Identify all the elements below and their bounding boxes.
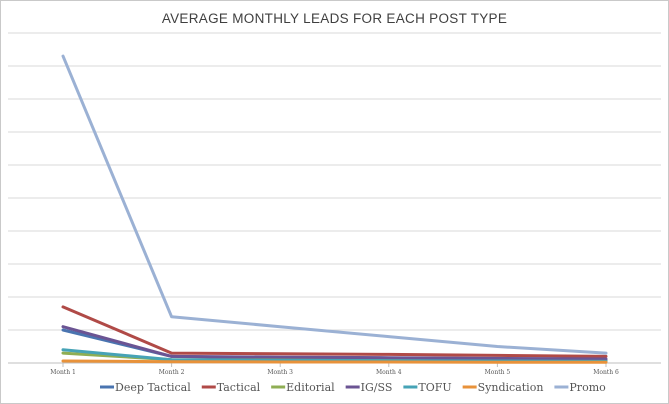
x-axis-ticks: Month 1 Month 2 Month 3 Month 4 Month 5 Month…: [50, 363, 619, 376]
series-line-syndication: [61, 359, 608, 364]
x-tick-label: Month 2: [159, 369, 185, 376]
gridlines: [8, 32, 661, 364]
legend-label-promo: Promo: [569, 381, 606, 394]
chart-title: AVERAGE MONTHLY LEADS FOR EACH POST TYPE: [161, 11, 508, 26]
legend-label-ig-ss: IG/SS: [361, 381, 393, 394]
x-tick-label: Month 3: [267, 369, 293, 376]
series-lines: [61, 54, 608, 364]
series-line-promo: [61, 54, 608, 355]
legend-label-deep-tactical: Deep Tactical: [115, 381, 191, 394]
x-tick-label: Month 1: [50, 369, 76, 376]
series-line-ig-ss: [61, 325, 608, 361]
legend-label-tactical: Tactical: [217, 381, 261, 394]
legend: Deep Tactical Tactical Editorial IG/SS TOFU S…: [100, 381, 606, 394]
legend-label-syndication: Syndication: [478, 381, 544, 394]
x-tick-label: Month 4: [376, 369, 402, 376]
series-line-tactical: [61, 305, 608, 358]
legend-label-tofu: TOFU: [418, 381, 451, 394]
x-tick-label: Month 6: [593, 369, 619, 376]
x-tick-label: Month 5: [485, 369, 511, 376]
legend-label-editorial: Editorial: [286, 381, 335, 394]
